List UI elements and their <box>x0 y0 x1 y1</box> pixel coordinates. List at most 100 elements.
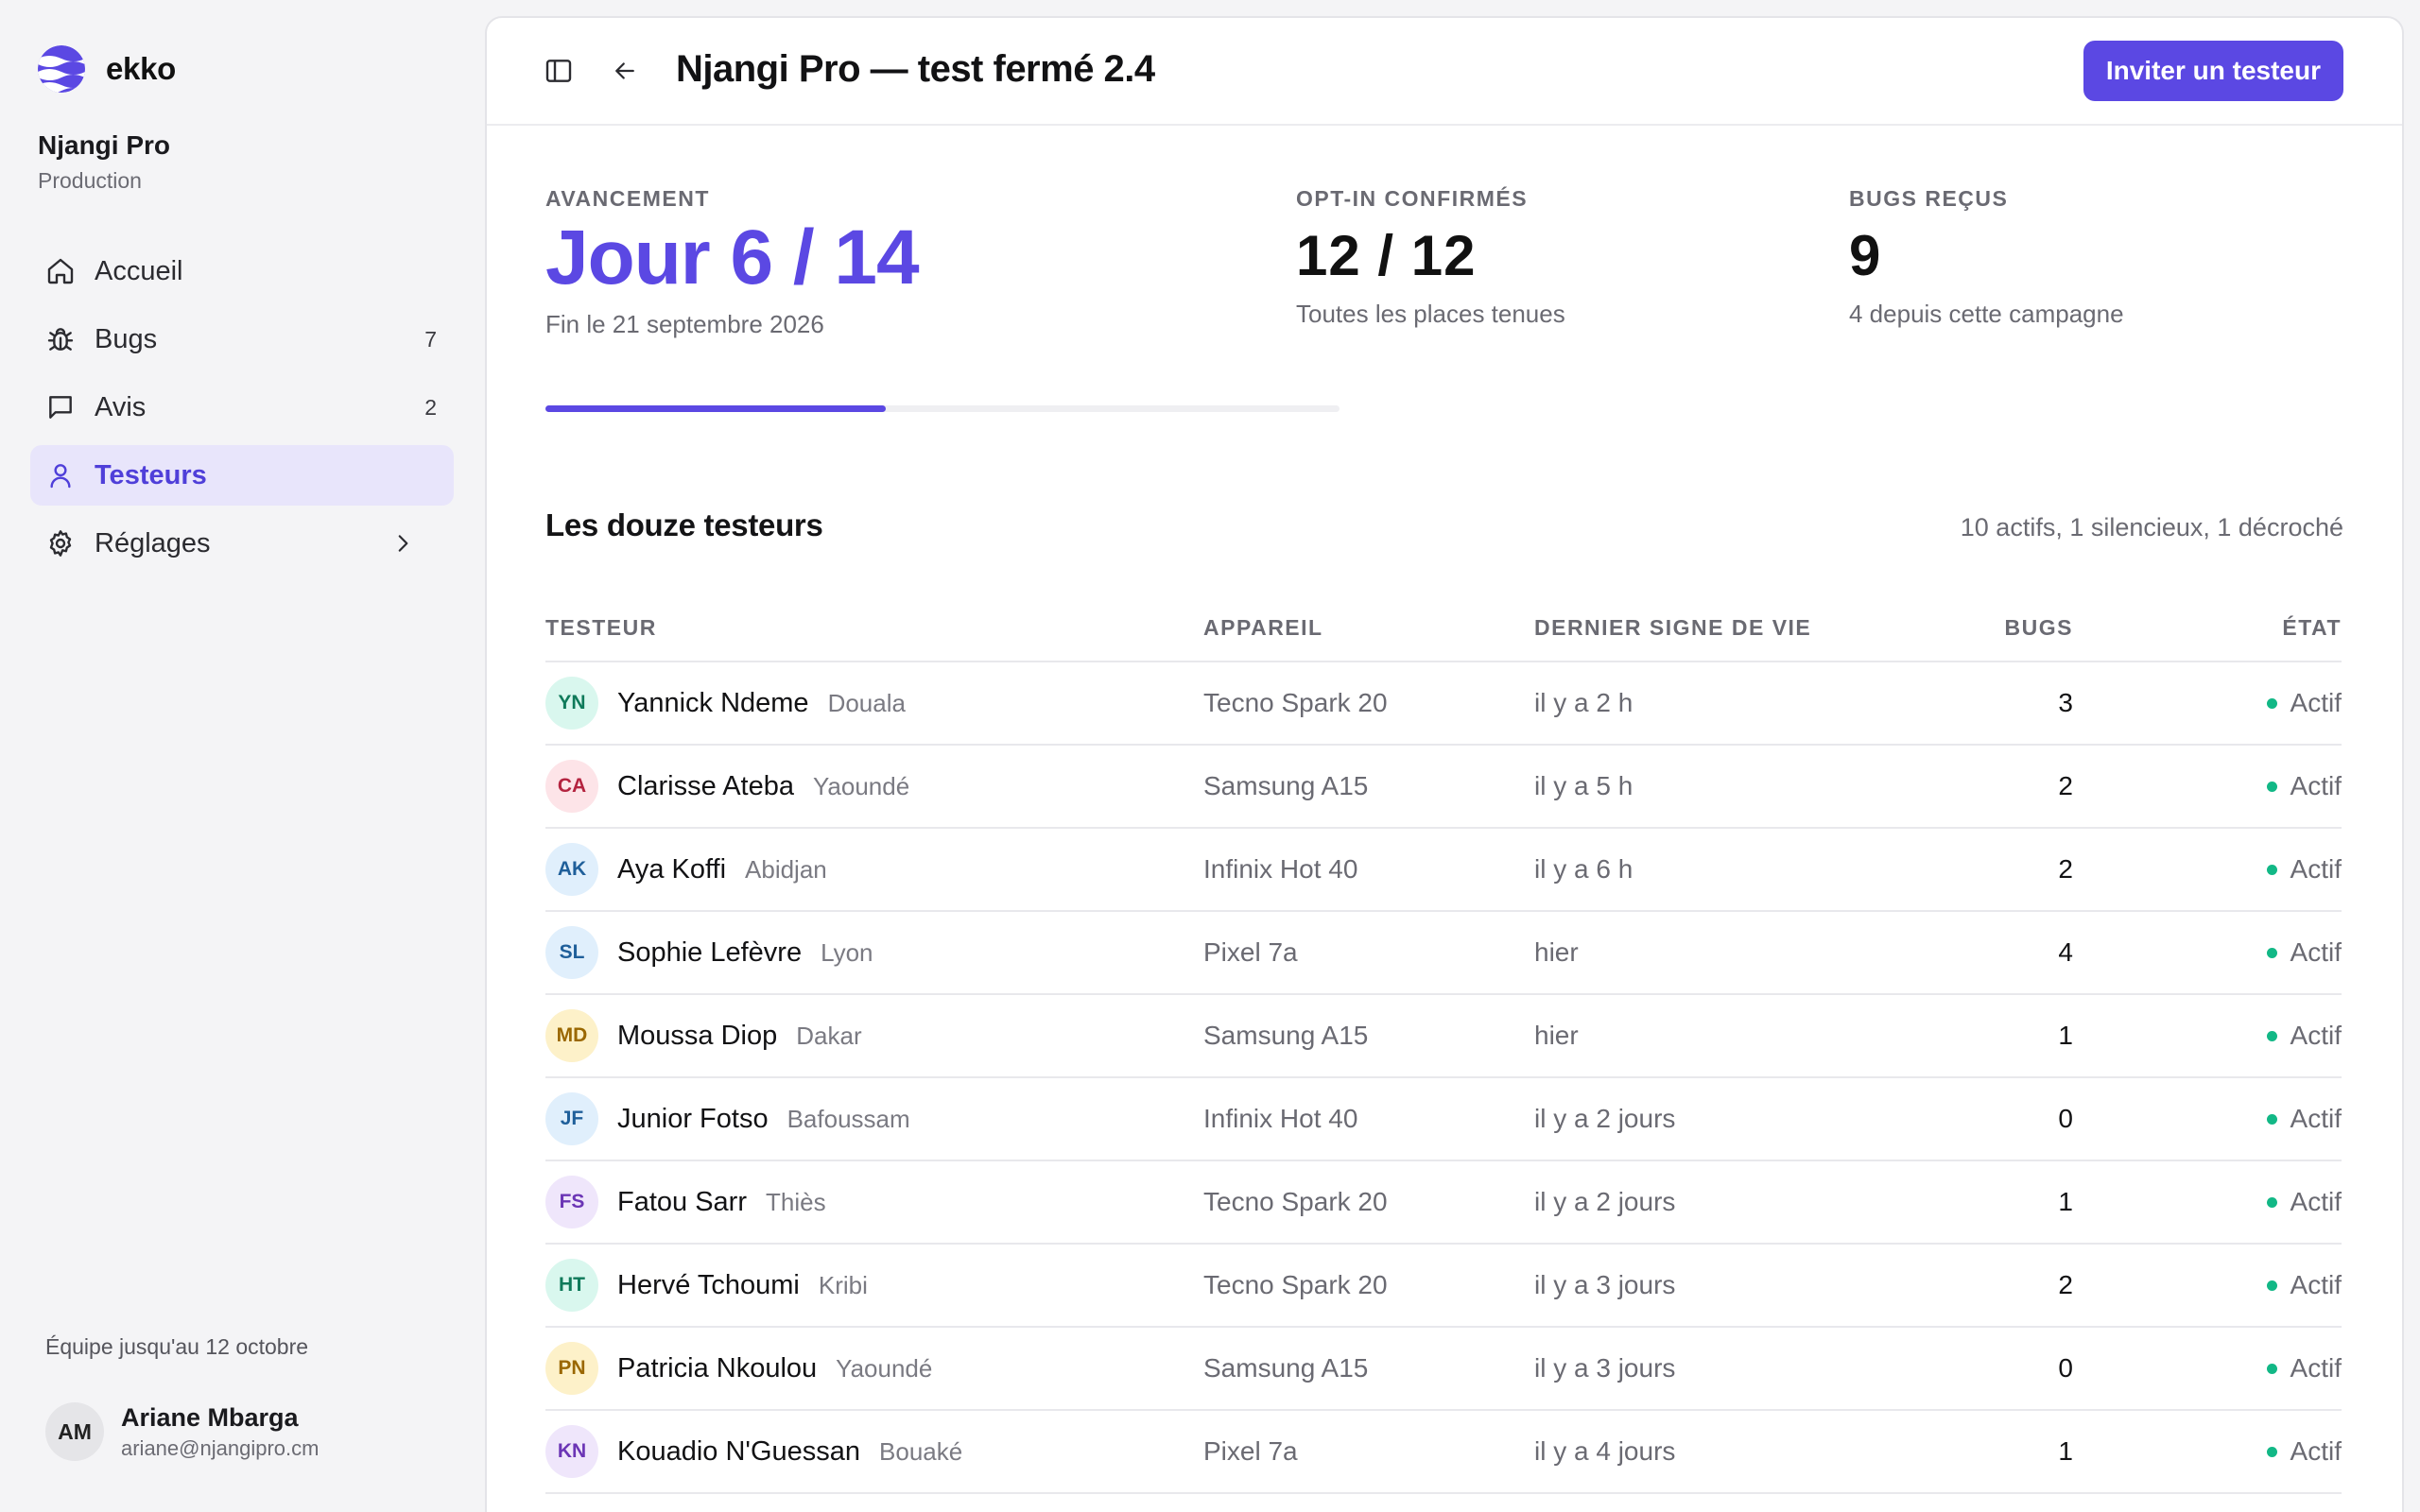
table-row[interactable]: HT Hervé Tchoumi Kribi Tecno Spark 20 il… <box>545 1245 2342 1328</box>
tester-cell: JF Junior Fotso Bafoussam <box>545 1092 1203 1145</box>
invite-tester-button[interactable]: Inviter un testeur <box>2083 41 2343 101</box>
user-icon <box>43 458 78 492</box>
column-header-bugs[interactable]: Bugs <box>2004 614 2073 640</box>
avatar: AK <box>545 843 598 896</box>
tester-cell: KN Kouadio N'Guessan Bouaké <box>545 1425 1203 1478</box>
table-row[interactable]: JF Junior Fotso Bafoussam Infinix Hot 40… <box>545 1078 2342 1161</box>
status-dot-icon <box>2266 1196 2277 1208</box>
tester-city: Thiès <box>766 1187 826 1216</box>
table-row[interactable]: PN Patricia Nkoulou Yaoundé Samsung A15 … <box>545 1328 2342 1411</box>
column-header-last-seen[interactable]: Dernier signe de vie <box>1534 614 1812 640</box>
status-label: Actif <box>2290 1104 2342 1133</box>
status-badge: Actif <box>2266 1021 2342 1051</box>
status-dot-icon <box>2266 1446 2277 1457</box>
table-row[interactable]: CA Clarisse Ateba Yaoundé Samsung A15 il… <box>545 746 2342 829</box>
device-cell: Samsung A15 <box>1203 1021 1369 1050</box>
sidebar-item-testeurs[interactable]: Testeurs <box>30 445 454 506</box>
status-badge: Actif <box>2266 771 2342 801</box>
table-row[interactable]: SL Sophie Lefèvre Lyon Pixel 7a hier 4 A… <box>545 912 2342 995</box>
state-cell: Actif <box>2073 1436 2342 1467</box>
bugs-count-cell: 0 <box>2058 1353 2073 1383</box>
bug-icon <box>43 322 78 356</box>
status-dot-icon <box>2266 1113 2277 1125</box>
user-name: Ariane Mbarga <box>121 1402 299 1432</box>
page-title: Njangi Pro — test fermé 2.4 <box>676 48 1155 90</box>
table-header: Testeur Appareil Dernier signe de vie Bu… <box>545 594 2342 662</box>
table-row[interactable]: FS Fatou Sarr Thiès Tecno Spark 20 il y … <box>545 1161 2342 1245</box>
last-seen-cell: hier <box>1534 1021 1579 1050</box>
ekko-logo-icon <box>38 45 85 93</box>
status-dot-icon <box>2266 864 2277 875</box>
avatar: YN <box>545 677 598 730</box>
avatar: AM <box>45 1402 104 1461</box>
avatar: MD <box>545 1009 598 1062</box>
tester-name: Yannick Ndeme <box>617 687 809 718</box>
status-dot-icon <box>2266 697 2277 709</box>
org-environment: Production <box>38 168 142 193</box>
device-cell: Infinix Hot 40 <box>1203 1104 1358 1133</box>
table-row[interactable]: KN Kouadio N'Guessan Bouaké Pixel 7a il … <box>545 1411 2342 1494</box>
sidebar-item-avis[interactable]: Avis 2 <box>30 377 454 438</box>
state-cell: Actif <box>2073 688 2342 718</box>
state-cell: Actif <box>2073 854 2342 885</box>
status-dot-icon <box>2266 781 2277 792</box>
team-expiry-note: Équipe jusqu'au 12 octobre <box>45 1334 309 1359</box>
state-cell: Actif <box>2073 1353 2342 1383</box>
tester-city: Yaoundé <box>813 771 910 800</box>
status-badge: Actif <box>2266 688 2342 718</box>
column-header-device[interactable]: Appareil <box>1203 614 1323 640</box>
topbar: Njangi Pro — test fermé 2.4 Inviter un t… <box>487 18 2402 126</box>
tester-city: Douala <box>827 688 906 717</box>
sidebar-item-accueil[interactable]: Accueil <box>30 241 454 301</box>
user-profile[interactable]: AM Ariane Mbarga ariane@njangipro.cm <box>45 1402 319 1461</box>
table-row[interactable]: YN Yannick Ndeme Douala Tecno Spark 20 i… <box>545 662 2342 746</box>
status-label: Actif <box>2290 771 2342 800</box>
bugs-count-cell: 0 <box>2058 1104 2073 1133</box>
stat-subtext: 4 depuis cette campagne <box>1849 300 2124 328</box>
status-badge: Actif <box>2266 1104 2342 1134</box>
avatar: PN <box>545 1342 598 1395</box>
avatar: JF <box>545 1092 598 1145</box>
tester-city: Yaoundé <box>836 1353 933 1383</box>
stat-label: Bugs reçus <box>1849 186 2009 211</box>
device-cell: Samsung A15 <box>1203 1353 1369 1383</box>
last-seen-cell: hier <box>1534 937 1579 967</box>
device-cell: Infinix Hot 40 <box>1203 854 1358 884</box>
tester-name: Kouadio N'Guessan <box>617 1435 861 1467</box>
status-label: Actif <box>2290 937 2342 967</box>
status-label: Actif <box>2290 1353 2342 1383</box>
state-cell: Actif <box>2073 1187 2342 1217</box>
table-body: YN Yannick Ndeme Douala Tecno Spark 20 i… <box>545 662 2342 1494</box>
device-cell: Tecno Spark 20 <box>1203 688 1388 717</box>
back-arrow-icon[interactable] <box>608 54 642 88</box>
org-switcher[interactable]: Njangi Pro Production <box>38 130 170 194</box>
tester-city: Dakar <box>796 1021 862 1050</box>
column-header-tester[interactable]: Testeur <box>545 614 657 640</box>
device-cell: Tecno Spark 20 <box>1203 1270 1388 1299</box>
table-row[interactable]: MD Moussa Diop Dakar Samsung A15 hier 1 … <box>545 995 2342 1078</box>
status-label: Actif <box>2290 1187 2342 1216</box>
status-dot-icon <box>2266 1363 2277 1374</box>
status-badge: Actif <box>2266 1353 2342 1383</box>
bugs-count-cell: 4 <box>2058 937 2073 967</box>
tester-cell: YN Yannick Ndeme Douala <box>545 677 1203 730</box>
tester-name: Moussa Diop <box>617 1020 778 1051</box>
status-label: Actif <box>2290 1436 2342 1466</box>
org-name: Njangi Pro <box>38 130 171 160</box>
tester-cell: HT Hervé Tchoumi Kribi <box>545 1259 1203 1312</box>
tester-cell: SL Sophie Lefèvre Lyon <box>545 926 1203 979</box>
sidebar-item-label: Accueil <box>95 255 183 286</box>
gear-icon <box>43 526 78 560</box>
device-cell: Samsung A15 <box>1203 771 1369 800</box>
sidebar-item-bugs[interactable]: Bugs 7 <box>30 309 454 369</box>
brand[interactable]: ekko <box>38 45 176 93</box>
table-row[interactable]: AK Aya Koffi Abidjan Infinix Hot 40 il y… <box>545 829 2342 912</box>
state-cell: Actif <box>2073 1270 2342 1300</box>
sidebar-toggle-icon[interactable] <box>542 54 576 88</box>
sidebar-item-reglages[interactable]: Réglages <box>30 513 454 574</box>
tester-city: Abidjan <box>745 854 827 884</box>
status-label: Actif <box>2290 1270 2342 1299</box>
tester-cell: AK Aya Koffi Abidjan <box>545 843 1203 896</box>
column-header-state[interactable]: État <box>2282 614 2342 640</box>
tester-name: Fatou Sarr <box>617 1186 747 1217</box>
